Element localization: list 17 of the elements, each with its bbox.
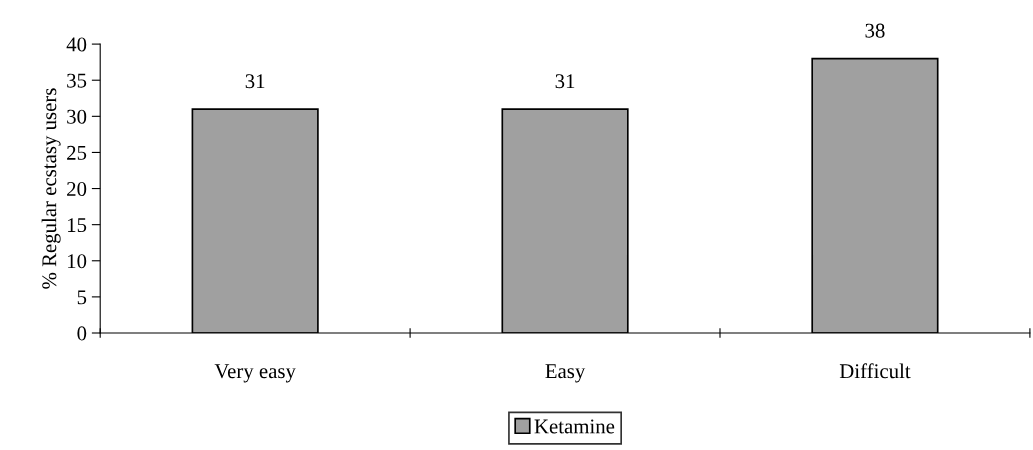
data-label: 31	[245, 74, 265, 89]
x-tick-label: Very easy	[214, 364, 296, 383]
x-tick-label: Difficult	[839, 363, 911, 379]
legend-label: Ketamine	[534, 419, 615, 434]
y-tick-label: 0	[77, 326, 87, 341]
y-tick-label: 35	[67, 73, 87, 88]
y-tick-label: 5	[77, 290, 87, 305]
y-tick-label: 25	[67, 145, 87, 160]
data-label: 38	[865, 23, 885, 38]
data-label: 31	[555, 74, 575, 89]
y-tick-label: 10	[68, 254, 87, 269]
y-axis-title: % Regular ecstasy users	[41, 88, 61, 289]
x-tick-label: Easy	[545, 364, 586, 383]
y-tick-label: 30	[67, 109, 87, 124]
y-tick-label: 15	[68, 218, 87, 233]
y-tick-label: 20	[67, 181, 87, 196]
y-tick-label: 40	[66, 37, 87, 52]
